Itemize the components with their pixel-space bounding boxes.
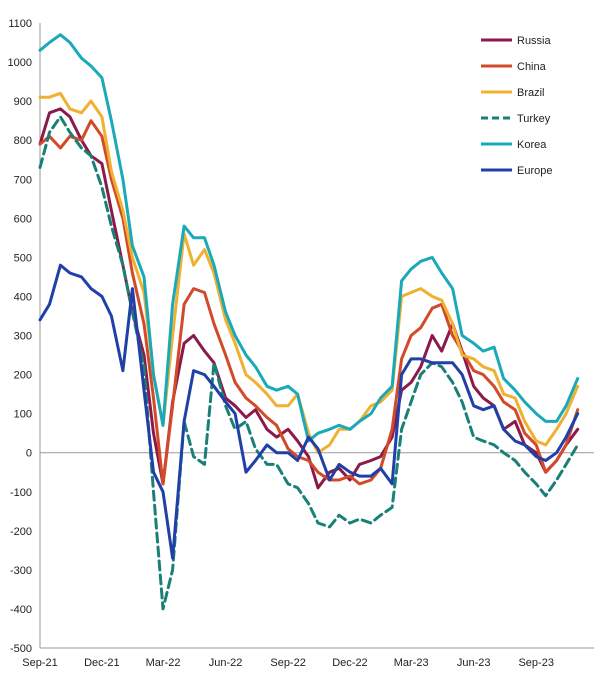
y-tick-label: -500 (10, 643, 32, 655)
y-tick-label: 200 (14, 370, 32, 382)
x-tick-label: Sep-23 (518, 657, 553, 669)
y-tick-label: 0 (26, 448, 32, 460)
y-tick-label: 500 (14, 252, 32, 264)
y-tick-label: 800 (14, 135, 32, 147)
y-tick-label: -200 (10, 526, 32, 538)
series-line-europe (38, 263, 580, 560)
y-tick-label: 100 (14, 409, 32, 421)
y-tick-label: -100 (10, 487, 32, 499)
y-tick-label: 600 (14, 213, 32, 225)
y-tick-label: 1000 (8, 57, 32, 69)
x-tick-label: Dec-22 (332, 657, 367, 669)
x-tick-label: Sep-21 (22, 657, 57, 669)
legend-label-turkey: Turkey (517, 113, 551, 125)
x-tick-label: Jun-22 (209, 657, 243, 669)
x-tick-label: Dec-21 (84, 657, 119, 669)
chart-axes (39, 23, 594, 649)
y-tick-label: -400 (10, 604, 32, 616)
series-line-brazil (38, 91, 580, 455)
y-tick-label: 400 (14, 291, 32, 303)
y-axis-ticks: 110010009008007006005004003002001000-100… (8, 18, 32, 655)
y-tick-label: -300 (10, 565, 32, 577)
legend-label-europe: Europe (517, 165, 552, 177)
x-tick-label: Jun-23 (457, 657, 491, 669)
series-lines (38, 33, 580, 611)
legend-label-brazil: Brazil (517, 87, 545, 99)
series-line-turkey (38, 115, 580, 611)
y-tick-label: 900 (14, 96, 32, 108)
series-line-china (38, 119, 580, 486)
y-tick-label: 300 (14, 331, 32, 343)
legend-label-korea: Korea (517, 139, 547, 151)
y-tick-label: 1100 (8, 18, 32, 30)
x-tick-label: Mar-23 (394, 657, 429, 669)
legend: Russia China Brazil Turkey Korea Europe (481, 35, 552, 177)
x-tick-label: Sep-22 (270, 657, 305, 669)
x-tick-label: Mar-22 (146, 657, 181, 669)
legend-label-china: China (517, 61, 547, 73)
legend-label-russia: Russia (517, 35, 552, 47)
series-line-korea (38, 33, 580, 443)
x-axis-ticks: Sep-21 Dec-21 Mar-22 Jun-22 Sep-22 Dec-22 Mar-… (22, 657, 554, 669)
y-tick-label: 700 (14, 174, 32, 186)
